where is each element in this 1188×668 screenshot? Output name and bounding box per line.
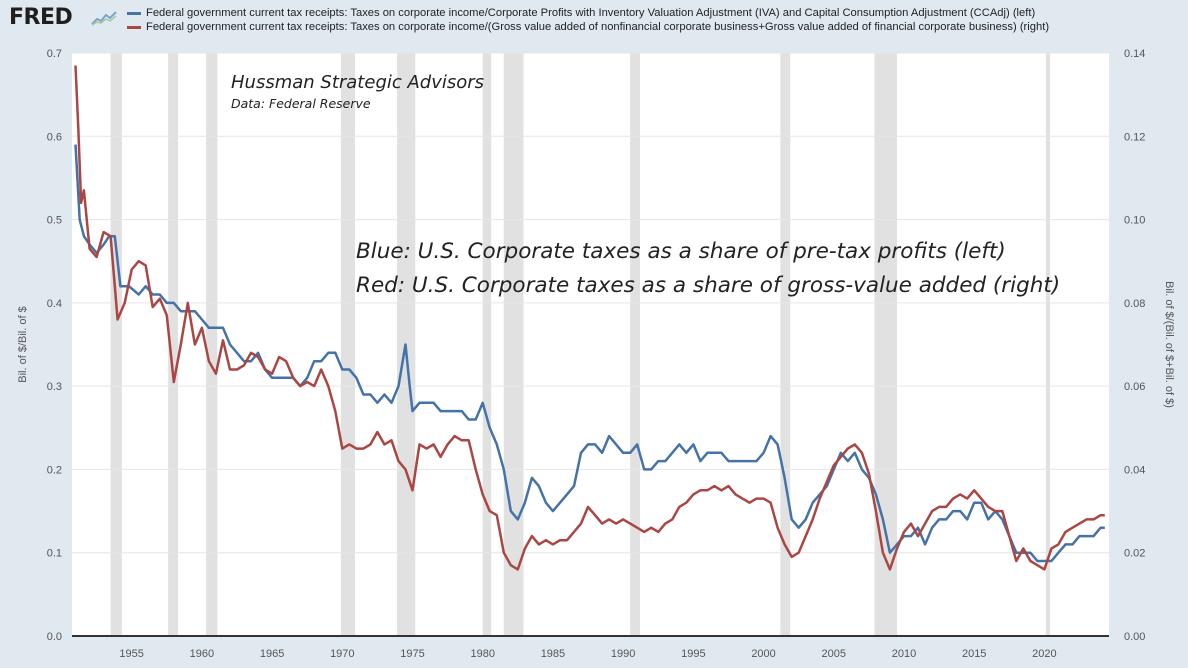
x-tick-label: 1955 — [119, 648, 143, 660]
y-right-tick-label: 0.14 — [1124, 48, 1145, 60]
x-tick-label: 1965 — [260, 648, 284, 660]
annotation-source-title: Hussman Strategic Advisors — [231, 72, 484, 93]
plot-background — [72, 53, 1109, 636]
recession-band-10 — [1045, 53, 1051, 636]
y-left-tick-label: 0.4 — [47, 298, 62, 310]
recession-band-9 — [874, 53, 897, 636]
recession-band-2 — [206, 53, 218, 636]
legend-label-red: Federal government current tax receipts:… — [146, 20, 1050, 33]
gridlines — [72, 52, 1109, 554]
recession-band-0 — [110, 53, 122, 636]
y-right-tick-label: 0.06 — [1124, 381, 1145, 393]
legend-swatch-blue — [127, 12, 141, 16]
recession-band-5 — [482, 53, 492, 636]
recession-band-7 — [630, 53, 640, 636]
y-left-tick-label: 0.0 — [47, 631, 62, 643]
fred-sparkline-icon — [91, 10, 117, 26]
y-right-tick-label: 0.08 — [1124, 298, 1145, 310]
y-right-tick-label: 0.00 — [1124, 631, 1145, 643]
series-line-blue — [74, 144, 1105, 563]
annotation-note-blue: Blue: U.S. Corporate taxes as a share of… — [356, 239, 1006, 264]
x-tick-label: 2005 — [822, 648, 846, 660]
x-tick-label: 1975 — [400, 648, 424, 660]
y-right-tick-label: 0.10 — [1124, 215, 1145, 227]
y-left-tick-label: 0.3 — [47, 381, 62, 393]
x-tick-label: 2015 — [962, 648, 986, 660]
y-right-tick-label: 0.02 — [1124, 548, 1145, 560]
chart-legend: Federal government current tax receipts:… — [127, 7, 1049, 34]
x-tick-label: 1995 — [681, 648, 705, 660]
annotation-note-red: Red: U.S. Corporate taxes as a share of … — [356, 273, 1060, 298]
series-lines — [74, 65, 1105, 571]
y-right-tick-label: 0.12 — [1124, 131, 1145, 143]
y-left-tick-label: 0.7 — [47, 48, 62, 60]
series-line-red — [74, 65, 1105, 571]
x-tick-label: 2000 — [751, 648, 775, 660]
recession-band-1 — [168, 53, 179, 636]
axes: 0.0 0.1 0.2 0.3 0.4 0.5 0.6 0.7 0.00 0.02 0.04 0.06… — [17, 48, 1175, 660]
legend-item-blue[interactable]: Federal government current tax receipts:… — [127, 7, 1049, 21]
y-left-tick-label: 0.2 — [47, 464, 62, 476]
x-tick-label: 1990 — [611, 648, 635, 660]
legend-swatch-red — [127, 25, 141, 29]
legend-item-red[interactable]: Federal government current tax receipts:… — [127, 21, 1049, 35]
recession-band-6 — [503, 53, 524, 636]
x-tick-label: 1960 — [190, 648, 214, 660]
x-tick-label: 1980 — [470, 648, 494, 660]
annotation-source-sub: Data: Federal Reserve — [231, 96, 371, 111]
legend-label-blue: Federal government current tax receipts:… — [146, 7, 1036, 19]
y-right-tick-label: 0.04 — [1124, 464, 1145, 476]
y-left-tick-label: 0.6 — [47, 131, 62, 143]
y-left-tick-label: 0.5 — [47, 215, 62, 227]
y-left-tick-label: 0.1 — [47, 548, 62, 560]
x-tick-label: 2010 — [892, 648, 916, 660]
y-left-axis-label: Bil. of $/Bil. of $ — [17, 306, 29, 382]
y-right-axis-label: Bil. of $/(Bil. of $+Bil. of $) — [1163, 281, 1175, 408]
recession-band-8 — [780, 53, 791, 636]
x-tick-label: 1970 — [330, 648, 354, 660]
x-tick-label: 1985 — [541, 648, 565, 660]
fred-logo[interactable]: FRED — [9, 5, 73, 30]
recession-band-3 — [340, 53, 355, 636]
x-tick-label: 2020 — [1032, 648, 1056, 660]
